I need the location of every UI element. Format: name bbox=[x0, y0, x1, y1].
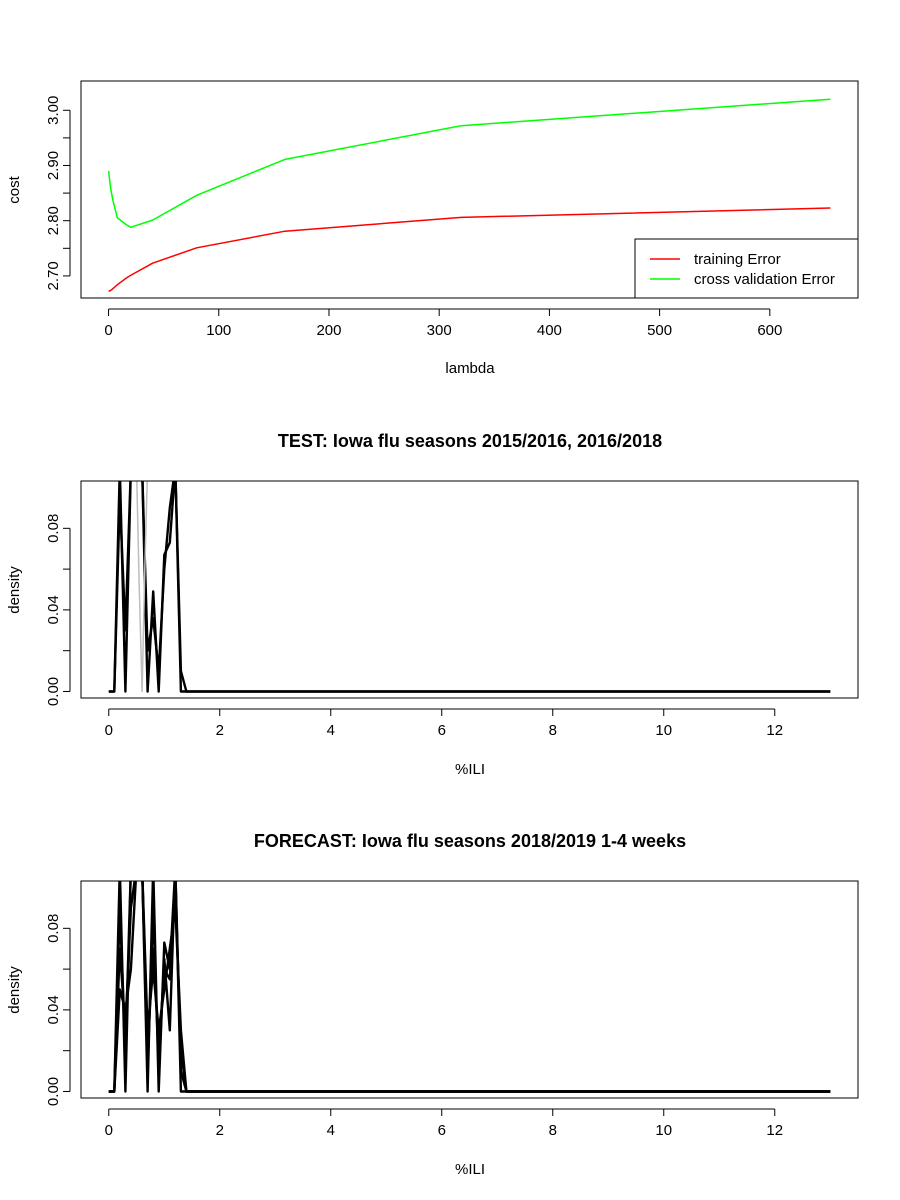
x-tick-label: 500 bbox=[647, 322, 672, 339]
x-tick-label: 4 bbox=[327, 722, 335, 739]
forecast-density-chart: FORECAST: Iowa flu seasons 2018/2019 1-4… bbox=[6, 831, 859, 1178]
x-axis-label: %ILI bbox=[455, 1161, 485, 1178]
y-axis-label: density bbox=[6, 566, 23, 614]
y-axis: 0.00 0.04 0.08 bbox=[45, 514, 71, 706]
x-tick-label: 6 bbox=[438, 722, 446, 739]
series-line-4 bbox=[108, 881, 831, 1093]
x-tick-label: 600 bbox=[757, 322, 782, 339]
plot-area bbox=[108, 881, 831, 1093]
y-axis: 0.00 0.04 0.08 bbox=[45, 914, 71, 1106]
x-axis: 0 100 200 300 400 500 600 bbox=[104, 308, 782, 339]
x-tick-label: 2 bbox=[216, 722, 224, 739]
legend-label-cross-validation-error: cross validation Error bbox=[694, 271, 835, 288]
y-axis: 2.70 2.80 2.90 3.00 bbox=[45, 96, 71, 291]
y-tick-label: 0.04 bbox=[45, 595, 62, 624]
chart-title: FORECAST: Iowa flu seasons 2018/2019 1-4… bbox=[254, 831, 686, 851]
x-tick-label: 12 bbox=[766, 1122, 783, 1139]
series-line-1 bbox=[108, 207, 831, 293]
x-tick-label: 8 bbox=[549, 1122, 557, 1139]
series-line-2 bbox=[108, 481, 831, 693]
series-line-3 bbox=[136, 481, 148, 693]
legend-label-training-error: training Error bbox=[694, 251, 781, 268]
y-tick-label: 0.00 bbox=[45, 677, 62, 706]
plot-area bbox=[108, 481, 831, 693]
x-tick-label: 0 bbox=[105, 1122, 113, 1139]
y-tick-label: 3.00 bbox=[45, 96, 62, 125]
x-tick-label: 0 bbox=[104, 322, 112, 339]
x-tick-label: 10 bbox=[655, 1122, 672, 1139]
x-tick-label: 6 bbox=[438, 1122, 446, 1139]
legend-box bbox=[634, 238, 859, 299]
x-tick-label: 100 bbox=[206, 322, 231, 339]
chart-title: TEST: Iowa flu seasons 2015/2016, 2016/2… bbox=[278, 431, 662, 451]
x-tick-label: 200 bbox=[316, 322, 341, 339]
plot-frame bbox=[80, 480, 859, 699]
y-tick-label: 0.04 bbox=[45, 995, 62, 1024]
x-tick-label: 400 bbox=[537, 322, 562, 339]
y-tick-label: 0.00 bbox=[45, 1077, 62, 1106]
legend: training Error cross validation Error bbox=[634, 238, 859, 299]
y-tick-label: 0.08 bbox=[45, 514, 62, 543]
y-tick-label: 2.90 bbox=[45, 151, 62, 180]
y-axis-label: cost bbox=[6, 175, 23, 203]
x-tick-label: 2 bbox=[216, 1122, 224, 1139]
series-line-2 bbox=[107, 98, 831, 229]
plot-area bbox=[107, 98, 831, 293]
x-tick-label: 12 bbox=[766, 722, 783, 739]
x-tick-label: 8 bbox=[549, 722, 557, 739]
x-axis-label: lambda bbox=[445, 360, 495, 377]
x-tick-label: 4 bbox=[327, 1122, 335, 1139]
plot-frame bbox=[80, 80, 859, 299]
x-axis-label: %ILI bbox=[455, 761, 485, 778]
cost-lambda-chart: 0 100 200 300 400 500 600 2.70 2.80 2.90 3.00 lam… bbox=[6, 80, 859, 377]
x-axis: 0 2 4 6 8 10 12 bbox=[105, 1108, 783, 1139]
x-tick-label: 0 bbox=[105, 722, 113, 739]
x-tick-label: 10 bbox=[655, 722, 672, 739]
x-axis: 0 2 4 6 8 10 12 bbox=[105, 708, 783, 739]
y-tick-label: 2.70 bbox=[45, 261, 62, 290]
x-tick-label: 300 bbox=[427, 322, 452, 339]
y-tick-label: 0.08 bbox=[45, 914, 62, 943]
test-density-chart: TEST: Iowa flu seasons 2015/2016, 2016/2… bbox=[6, 431, 859, 778]
plot-frame bbox=[80, 880, 859, 1099]
y-tick-label: 2.80 bbox=[45, 206, 62, 235]
y-axis-label: density bbox=[6, 966, 23, 1014]
